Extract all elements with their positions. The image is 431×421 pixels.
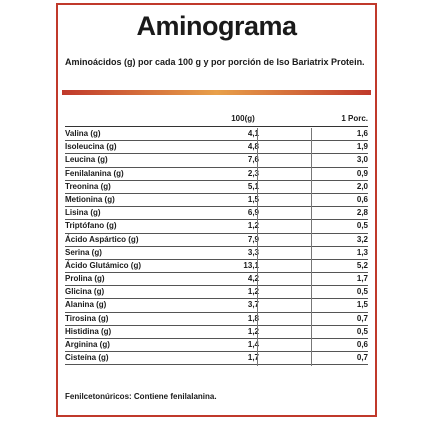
value-per100: 7,6 bbox=[247, 155, 259, 165]
value-portion: 0,9 bbox=[356, 168, 368, 178]
value-per100: 1,8 bbox=[247, 313, 259, 323]
value-portion: 0,6 bbox=[356, 340, 368, 349]
value-per100: 4,2 bbox=[247, 274, 259, 284]
amino-name: Triptófano (g) bbox=[65, 221, 117, 231]
amino-name: Glicina (g) bbox=[65, 287, 105, 297]
amino-name: Isoleucina (g) bbox=[65, 142, 117, 152]
table-row: Serina (g) 3,3 1,3 bbox=[65, 247, 368, 260]
amino-name: Prolina (g) bbox=[65, 274, 105, 284]
value-portion: 1,3 bbox=[356, 247, 368, 257]
amino-table: Valina (g) 4,1 1,6 Isoleucina (g) 4,8 1,9 Leuc… bbox=[65, 128, 368, 366]
value-per100: 13,1 bbox=[243, 260, 259, 270]
column-header-per100: 100(g) bbox=[231, 114, 255, 123]
amino-name: Lisina (g) bbox=[65, 208, 101, 218]
table-row: Tirosina (g) 1,8 0,7 bbox=[65, 313, 368, 326]
value-portion: 5,2 bbox=[356, 260, 368, 270]
column-divider bbox=[257, 128, 258, 366]
amino-name: Arginina (g) bbox=[65, 340, 110, 349]
table-row: Prolina (g) 4,2 1,7 bbox=[65, 273, 368, 287]
amino-name: Ácido Aspártico (g) bbox=[65, 234, 139, 244]
amino-name: Alanina (g) bbox=[65, 300, 107, 310]
value-per100: 2,3 bbox=[247, 168, 259, 178]
table-row: Ácido Glutámico (g) 13,1 5,2 bbox=[65, 260, 368, 274]
value-portion: 2,8 bbox=[356, 208, 368, 218]
value-portion: 0,5 bbox=[356, 221, 368, 231]
value-per100: 3,3 bbox=[247, 247, 259, 257]
table-row: Isoleucina (g) 4,8 1,9 bbox=[65, 141, 368, 155]
value-portion: 3,2 bbox=[356, 234, 368, 244]
value-per100: 4,8 bbox=[247, 142, 259, 152]
value-per100: 4,1 bbox=[247, 129, 259, 138]
table-row: Arginina (g) 1,4 0,6 bbox=[65, 339, 368, 353]
column-header-portion: 1 Porc. bbox=[341, 114, 368, 123]
value-per100: 6,9 bbox=[247, 208, 259, 218]
footer-note: Fenilcetonúricos: Contiene fenilalanina. bbox=[65, 392, 217, 401]
value-portion: 0,6 bbox=[356, 194, 368, 204]
table-row: Valina (g) 4,1 1,6 bbox=[65, 128, 368, 142]
value-portion: 3,0 bbox=[356, 155, 368, 165]
value-portion: 1,5 bbox=[356, 300, 368, 310]
amino-name: Treonina (g) bbox=[65, 181, 111, 191]
table-row: Leucina (g) 7,6 3,0 bbox=[65, 154, 368, 168]
amino-name: Metionina (g) bbox=[65, 194, 115, 204]
page-title: Aminograma bbox=[136, 11, 297, 41]
value-portion: 1,7 bbox=[356, 274, 368, 284]
amino-name: Cisteína (g) bbox=[65, 353, 109, 363]
amino-name: Fenilalanina (g) bbox=[65, 168, 124, 178]
amino-name: Tirosina (g) bbox=[65, 313, 109, 323]
table-row: Metionina (g) 1,5 0,6 bbox=[65, 194, 368, 208]
amino-name: Leucina (g) bbox=[65, 155, 108, 165]
amino-name: Histidina (g) bbox=[65, 326, 112, 336]
value-portion: 0,7 bbox=[356, 353, 368, 363]
table-row: Glicina (g) 1,2 0,5 bbox=[65, 286, 368, 300]
table-row: Fenilalanina (g) 2,3 0,9 bbox=[65, 168, 368, 181]
table-row: Triptófano (g) 1,2 0,5 bbox=[65, 220, 368, 234]
table-row: Lisina (g) 6,9 2,8 bbox=[65, 207, 368, 221]
table-row: Histidina (g) 1,2 0,5 bbox=[65, 326, 368, 339]
value-portion: 0,5 bbox=[356, 326, 368, 336]
gradient-divider bbox=[62, 90, 371, 95]
amino-name: Ácido Glutámico (g) bbox=[65, 260, 141, 270]
value-per100: 7,9 bbox=[247, 234, 259, 244]
table-row: Alanina (g) 3,7 1,5 bbox=[65, 299, 368, 313]
aminogram-panel: Aminograma Aminoácidos (g) por cada 100 … bbox=[56, 3, 377, 417]
table-row: Treonina (g) 5,1 2,0 bbox=[65, 181, 368, 194]
header-divider bbox=[65, 126, 368, 127]
amino-name: Valina (g) bbox=[65, 129, 101, 138]
table-row: Ácido Aspártico (g) 7,9 3,2 bbox=[65, 234, 368, 247]
amino-name: Serina (g) bbox=[65, 247, 102, 257]
value-per100: 1,7 bbox=[247, 353, 259, 363]
value-portion: 1,6 bbox=[356, 129, 368, 138]
value-per100: 1,2 bbox=[247, 326, 259, 336]
value-portion: 0,7 bbox=[356, 313, 368, 323]
column-divider bbox=[311, 128, 312, 366]
value-portion: 0,5 bbox=[356, 287, 368, 297]
value-per100: 3,7 bbox=[247, 300, 259, 310]
value-portion: 2,0 bbox=[356, 181, 368, 191]
value-portion: 1,9 bbox=[356, 142, 368, 152]
value-per100: 1,2 bbox=[247, 221, 259, 231]
value-per100: 5,1 bbox=[247, 181, 259, 191]
value-per100: 1,4 bbox=[247, 340, 259, 349]
subtitle: Aminoácidos (g) por cada 100 g y por por… bbox=[65, 57, 365, 67]
table-row: Cisteína (g) 1,7 0,7 bbox=[65, 352, 368, 366]
value-per100: 1,2 bbox=[247, 287, 259, 297]
value-per100: 1,5 bbox=[247, 194, 259, 204]
